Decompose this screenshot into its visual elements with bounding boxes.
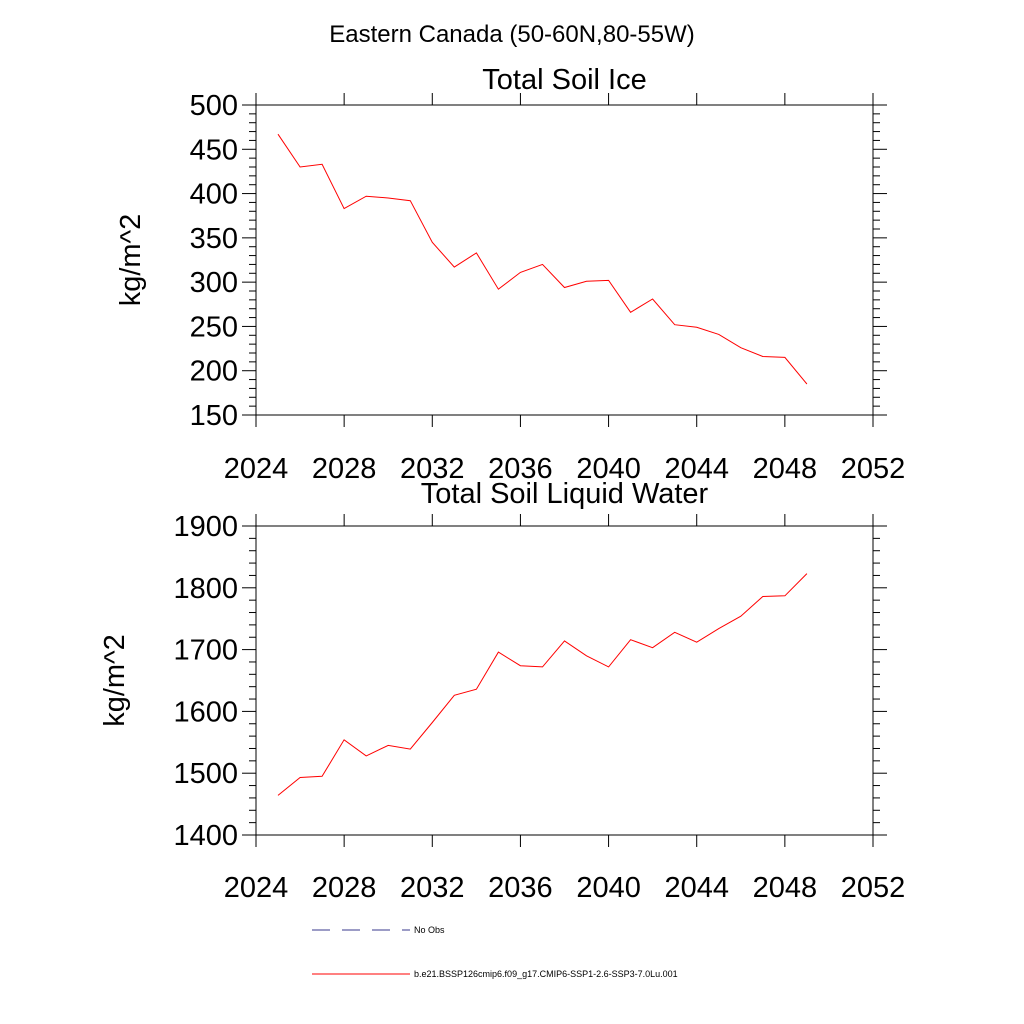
series-line [277, 573, 808, 796]
x-tick-label: 2032 [400, 872, 465, 904]
y-tick-label: 250 [190, 311, 238, 343]
x-tick-label: 2024 [224, 453, 289, 485]
figure-title: Eastern Canada (50-60N,80-55W) [329, 21, 695, 48]
y-tick-label: 450 [190, 134, 238, 166]
y-tick-label: 300 [190, 267, 238, 299]
legend-label-model-run: b.e21.BSSP126cmip6.f09_g17.CMIP6-SSP1-2.… [414, 969, 678, 979]
x-tick-label: 2032 [400, 453, 465, 485]
x-tick-label: 2052 [841, 453, 906, 485]
x-tick-label: 2044 [664, 872, 729, 904]
plot-frame [255, 104, 874, 416]
y-tick-label: 1700 [173, 635, 238, 667]
x-tick-label: 2040 [576, 872, 641, 904]
y-tick-label: 400 [190, 179, 238, 211]
x-tick-label: 2052 [841, 872, 906, 904]
chart-total-soil-liquid-water: Total Soil Liquid Water kg/m^2 2024 2028 203… [99, 478, 905, 904]
y-tick-label: 1400 [173, 820, 238, 852]
x-tick-label: 2036 [488, 872, 553, 904]
y-tick-label: 1600 [173, 696, 238, 728]
legend-label-no-obs: No Obs [414, 925, 445, 935]
x-tick-label: 2028 [312, 453, 377, 485]
y-tick-label: 500 [190, 90, 238, 122]
y-tick-label: 150 [190, 400, 238, 432]
chart-title: Total Soil Ice [482, 64, 646, 96]
x-tick-label: 2040 [576, 453, 641, 485]
x-tick-label: 2048 [753, 453, 818, 485]
y-tick-label: 350 [190, 223, 238, 255]
y-tick-label: 1800 [173, 573, 238, 605]
x-tick-label: 2044 [664, 453, 729, 485]
chart-title: Total Soil Liquid Water [421, 478, 709, 510]
legend: No Obs b.e21.BSSP126cmip6.f09_g17.CMIP6-… [312, 925, 678, 979]
y-tick-label: 1500 [173, 758, 238, 790]
x-tick-label: 2024 [224, 872, 289, 904]
x-tick-label: 2048 [753, 872, 818, 904]
plot-frame [255, 525, 874, 836]
series-line [277, 133, 808, 385]
y-tick-label: 1900 [173, 511, 238, 543]
x-tick-label: 2028 [312, 872, 377, 904]
y-axis-label: kg/m^2 [99, 634, 131, 727]
y-axis-label: kg/m^2 [115, 214, 147, 307]
x-tick-label: 2036 [488, 453, 553, 485]
y-tick-label: 200 [190, 356, 238, 388]
chart-total-soil-ice: Total Soil Ice kg/m^2 2024 2028 2032 2036 2040… [115, 64, 905, 485]
